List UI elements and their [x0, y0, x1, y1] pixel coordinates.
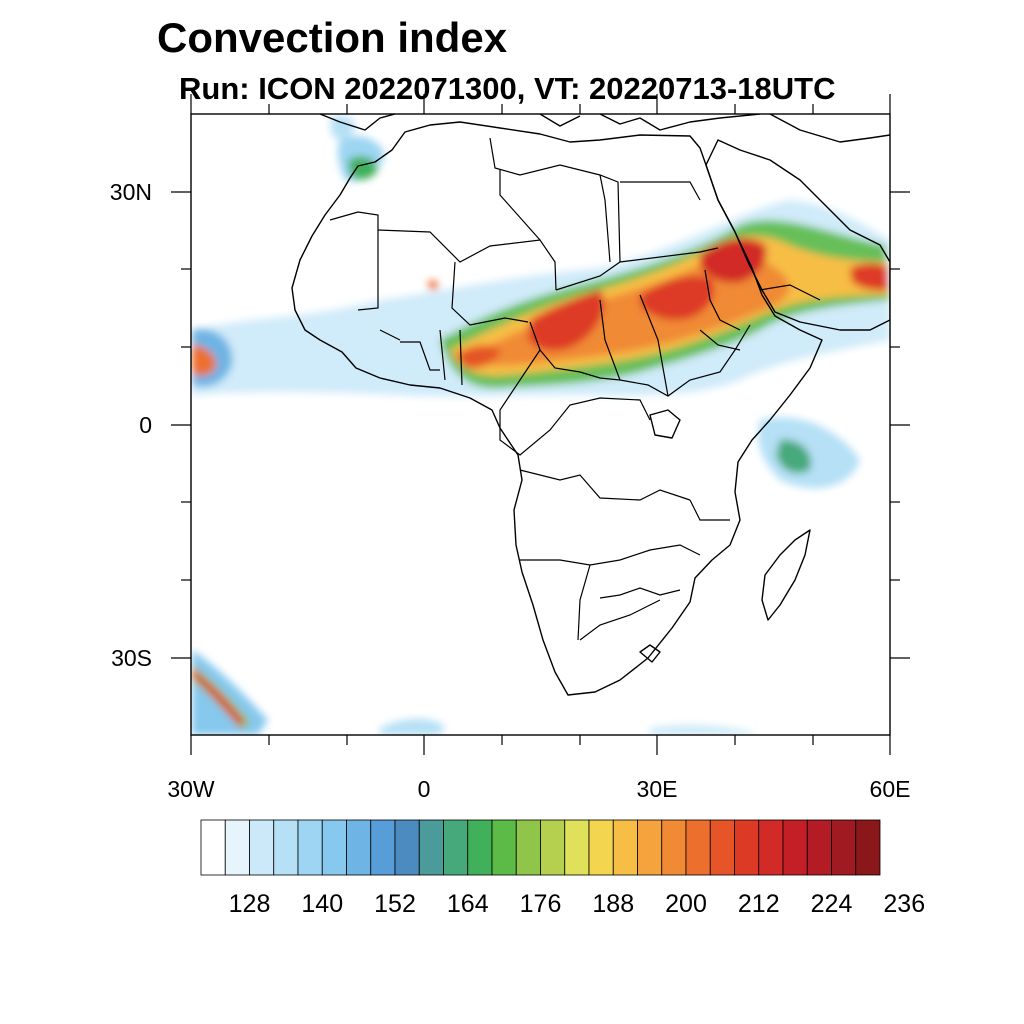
lon-label-0: 0 — [418, 776, 431, 802]
axis-ticks — [171, 94, 910, 755]
colorbar-swatch — [515, 819, 541, 876]
colorbar-label: 128 — [229, 890, 271, 918]
colorbar-swatch — [443, 819, 469, 876]
colorbar-swatch — [467, 819, 493, 876]
colorbar-swatch — [491, 819, 517, 876]
colorbar-swatch — [394, 819, 420, 876]
madagascar-coastline — [761, 529, 811, 621]
colorbar-swatch — [637, 819, 663, 876]
colorbar-swatch — [612, 819, 638, 876]
lon-label-30w: 30W — [167, 776, 215, 802]
colorbar-swatch — [806, 819, 832, 876]
colorbar-label: 140 — [301, 890, 343, 918]
colorbar-swatch — [564, 819, 590, 876]
colorbar-swatch — [418, 819, 444, 876]
lon-label-30e: 30E — [637, 776, 678, 802]
colorbar-swatch — [346, 819, 372, 876]
colorbar-swatch — [297, 819, 323, 876]
colorbar-swatch — [224, 819, 250, 876]
colorbar-swatch — [709, 819, 735, 876]
colorbar — [200, 819, 881, 876]
colorbar-swatch — [321, 819, 347, 876]
colorbar-swatch — [273, 819, 299, 876]
colorbar-swatch — [588, 819, 614, 876]
africa-coastline — [291, 121, 823, 696]
arabia-coastline — [705, 139, 890, 331]
colorbar-label: 188 — [592, 890, 634, 918]
colorbar-swatch — [758, 819, 784, 876]
colorbar-swatch — [855, 819, 881, 876]
lat-label-30s: 30S — [111, 645, 152, 671]
colorbar-swatch — [782, 819, 808, 876]
country-borders — [329, 137, 821, 641]
colorbar-swatch — [734, 819, 760, 876]
colorbar-label: 176 — [520, 890, 562, 918]
colorbar-swatch — [249, 819, 275, 876]
colorbar-swatch — [685, 819, 711, 876]
colorbar-swatch — [661, 819, 687, 876]
colorbar-swatch — [370, 819, 396, 876]
colorbar-label: 200 — [665, 890, 707, 918]
colorbar-label: 236 — [883, 890, 925, 918]
colorbar-label: 152 — [374, 890, 416, 918]
lat-label-0: 0 — [139, 412, 152, 438]
colorbar-label: 164 — [447, 890, 489, 918]
chart-title: Convection index — [157, 14, 508, 61]
lat-label-30n: 30N — [110, 179, 152, 205]
colorbar-swatch — [831, 819, 857, 876]
coastlines — [291, 114, 890, 696]
colorbar-swatch — [540, 819, 566, 876]
convection-field — [192, 116, 890, 735]
colorbar-label: 212 — [738, 890, 780, 918]
lon-label-60e: 60E — [870, 776, 911, 802]
colorbar-labels: 128 140 152 164 176 188 200 212 224 236 — [229, 890, 925, 918]
colorbar-swatch — [200, 819, 226, 876]
chart-subtitle: Run: ICON 2022071300, VT: 20220713-18UTC — [179, 71, 836, 106]
colorbar-label: 224 — [811, 890, 853, 918]
